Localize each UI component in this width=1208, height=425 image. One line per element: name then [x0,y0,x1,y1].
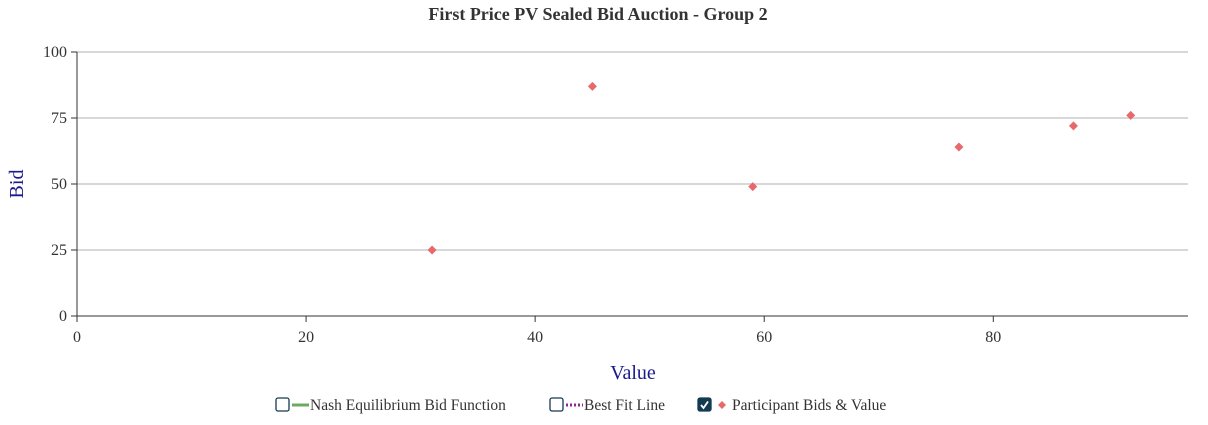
axes: 0 25 50 75 100 0 20 40 60 80 [43,44,1188,346]
legend-checkbox [275,397,290,412]
data-point-diamond [954,142,964,152]
y-tick-label: 75 [51,110,67,127]
y-tick-label: 50 [51,176,67,193]
grid [77,51,1188,251]
y-tick-label: 25 [51,242,67,259]
x-tick-label: 0 [73,329,81,346]
y-tick-label: 100 [43,44,67,61]
data-point-diamond [587,81,597,91]
data-points [427,81,1136,255]
y-tick-label: 0 [59,308,67,325]
legend-label: Best Fit Line [584,397,665,414]
x-axis-title: Value [610,362,656,384]
check-icon [700,400,709,410]
data-point-diamond [1068,121,1078,131]
data-point-diamond [427,245,437,255]
data-point-diamond [748,182,758,192]
legend-item-best-fit-line[interactable]: Best Fit Line [549,397,665,414]
legend-checkbox [549,397,564,412]
x-tick-label: 40 [527,329,543,346]
chart-title: First Price PV Sealed Bid Auction - Grou… [428,4,767,24]
data-point-diamond [1126,110,1136,120]
diamond-icon [718,401,726,409]
legend-label: Nash Equilibrium Bid Function [310,397,506,414]
x-tick-label: 60 [756,329,772,346]
legend-label: Participant Bids & Value [732,397,886,414]
x-tick-label: 80 [985,329,1001,346]
x-tick-label: 20 [298,329,314,346]
legend: Nash Equilibrium Bid Function Best Fit Li… [275,397,886,414]
y-axis-title: Bid [6,170,28,199]
legend-item-nash-equilibrium[interactable]: Nash Equilibrium Bid Function [275,397,506,414]
legend-item-participant-bids[interactable]: Participant Bids & Value [697,397,886,414]
legend-checkbox [697,397,712,412]
